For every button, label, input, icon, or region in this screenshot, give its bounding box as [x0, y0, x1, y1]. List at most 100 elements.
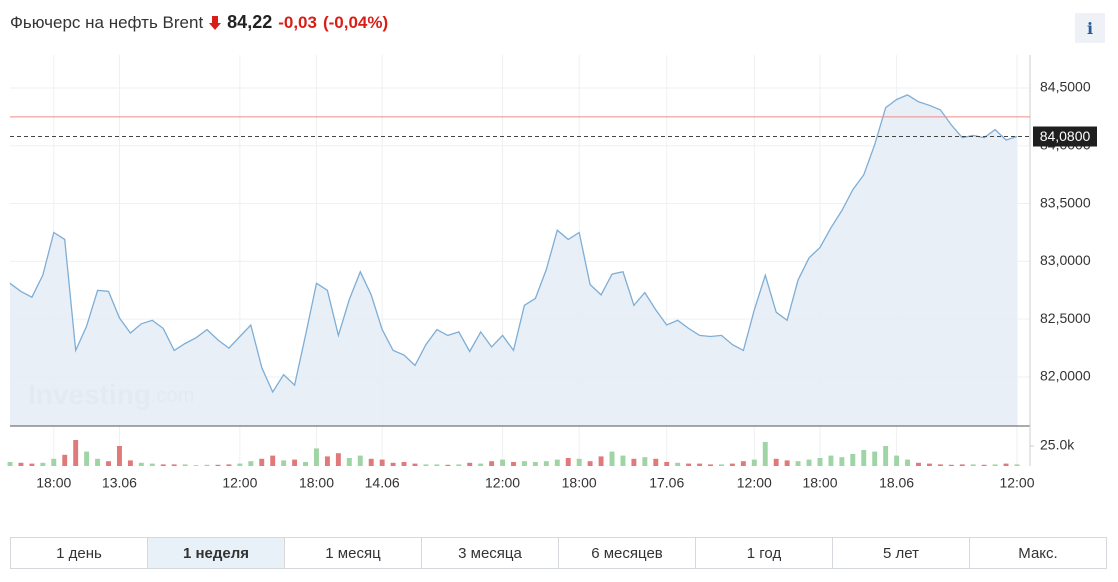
x-tick-label: 18.06	[879, 475, 914, 491]
range-tab[interactable]: 6 месяцев	[558, 538, 695, 568]
volume-bar	[905, 459, 911, 466]
volume-bar	[839, 457, 845, 466]
volume-bar	[1014, 464, 1020, 466]
header: Фьючерс на нефть Brent 84,22 -0,03 (-0,0…	[10, 12, 388, 33]
volume-bar	[686, 463, 692, 466]
volume-bar	[324, 456, 330, 466]
x-tick-label: 18:00	[802, 475, 837, 491]
range-tab[interactable]: Макс.	[969, 538, 1106, 568]
volume-bar	[642, 457, 648, 466]
y-tick-label: 82,5000	[1040, 310, 1091, 326]
volume-bar	[719, 464, 724, 466]
volume-bar	[948, 464, 954, 466]
x-tick-label: 12:00	[737, 475, 772, 491]
x-tick-label: 12:00	[999, 475, 1034, 491]
volume-bar	[423, 464, 429, 466]
line	[9, 94, 1018, 394]
range-tab[interactable]: 3 месяца	[421, 538, 558, 568]
volume-tick-label: 25.0k	[1040, 437, 1075, 453]
volume-bar	[51, 458, 57, 466]
volume-bar	[412, 463, 418, 466]
volume-bar	[489, 461, 495, 466]
volume-bar	[773, 458, 779, 466]
chart: 18:00 13.06 12:00 18:00 14.06 12:00 18:00 17.06…	[7, 55, 1097, 491]
x-tick-label: 12:00	[222, 475, 257, 491]
x-tick-label: 18:00	[36, 475, 71, 491]
range-tab[interactable]: 1 месяц	[284, 538, 421, 568]
volume-bar	[314, 448, 319, 466]
volume-bar	[817, 458, 823, 466]
volume-bar	[532, 462, 538, 466]
range-tab[interactable]: 5 лет	[832, 538, 969, 568]
volume-bar	[894, 455, 900, 466]
volume-bar	[357, 455, 363, 466]
current-label: 84,0800	[1040, 128, 1091, 144]
volume-bar	[806, 459, 812, 466]
volume-bar	[740, 461, 746, 466]
range-tab[interactable]: 1 неделя	[147, 538, 284, 568]
x-tick-label: 17.06	[649, 475, 684, 491]
volume-bar	[368, 458, 374, 466]
volume-bar	[664, 462, 670, 466]
volume-bar	[916, 462, 921, 466]
volume-bar	[171, 464, 177, 466]
volume-bar	[149, 463, 155, 466]
volume-bar	[456, 464, 462, 466]
volume-bar	[872, 451, 878, 466]
volume-bar	[992, 464, 998, 466]
volume-bar	[697, 463, 703, 466]
x-tick-label: 18:00	[299, 475, 334, 491]
volume-bar	[434, 464, 440, 466]
volume-bar	[708, 464, 713, 466]
volume-bar	[237, 463, 243, 466]
volume-bar	[959, 464, 965, 466]
volume-bar	[751, 459, 757, 466]
volume-bar	[543, 461, 549, 466]
volume-bar	[675, 462, 681, 466]
range-tab[interactable]: 1 год	[695, 538, 832, 568]
volume-bar	[762, 442, 768, 466]
y-tick-label: 82,0000	[1040, 368, 1091, 384]
volume-bar	[500, 459, 506, 466]
x-tick-label: 12:00	[485, 475, 520, 491]
volume-bar	[7, 462, 13, 466]
info-button[interactable]: i	[1075, 13, 1105, 43]
volume-bar	[970, 464, 976, 466]
volume-bar	[653, 458, 659, 466]
volume-bar	[850, 454, 856, 466]
volume-bar	[598, 456, 604, 466]
x-tick-label: 14.06	[365, 475, 400, 491]
range-tab[interactable]: 1 день	[56, 544, 102, 562]
volume-bar	[926, 463, 932, 466]
change-percent: (-0,04%)	[322, 12, 389, 32]
y-tick-label: 83,0000	[1040, 252, 1091, 268]
volume-bar	[281, 460, 287, 466]
volume-bar	[204, 464, 210, 466]
volume-bar	[248, 461, 254, 466]
volume-bar	[84, 451, 90, 466]
price: 84,22	[227, 12, 273, 32]
volume-bar	[390, 462, 396, 466]
volume-bar	[478, 463, 484, 466]
volume-bar	[1003, 463, 1009, 466]
volume-bar	[335, 453, 341, 466]
volume-bar	[554, 459, 560, 466]
volume-bar	[127, 460, 133, 466]
x-tick-label: 18:00	[562, 475, 597, 491]
volume-bar	[379, 459, 385, 466]
volume-bar	[576, 458, 582, 466]
range-tabs: 1 день 1 неделя 1 месяц 3 месяца 6 месяцев 1 …	[10, 537, 1107, 569]
volume-bar	[29, 463, 35, 466]
title: Фьючерс на нефть Brent	[10, 12, 204, 32]
volume-bar	[401, 462, 407, 466]
volume-bar	[511, 462, 516, 466]
volume-bar	[182, 464, 188, 466]
volume-bar	[861, 450, 867, 466]
y-tick-label: 84,5000	[1040, 79, 1091, 95]
volume-bar	[215, 464, 221, 466]
change: -0,03	[278, 12, 317, 32]
volume-bar	[303, 462, 308, 466]
volume-bar	[620, 455, 626, 466]
x-tick-label: 13.06	[102, 475, 137, 491]
